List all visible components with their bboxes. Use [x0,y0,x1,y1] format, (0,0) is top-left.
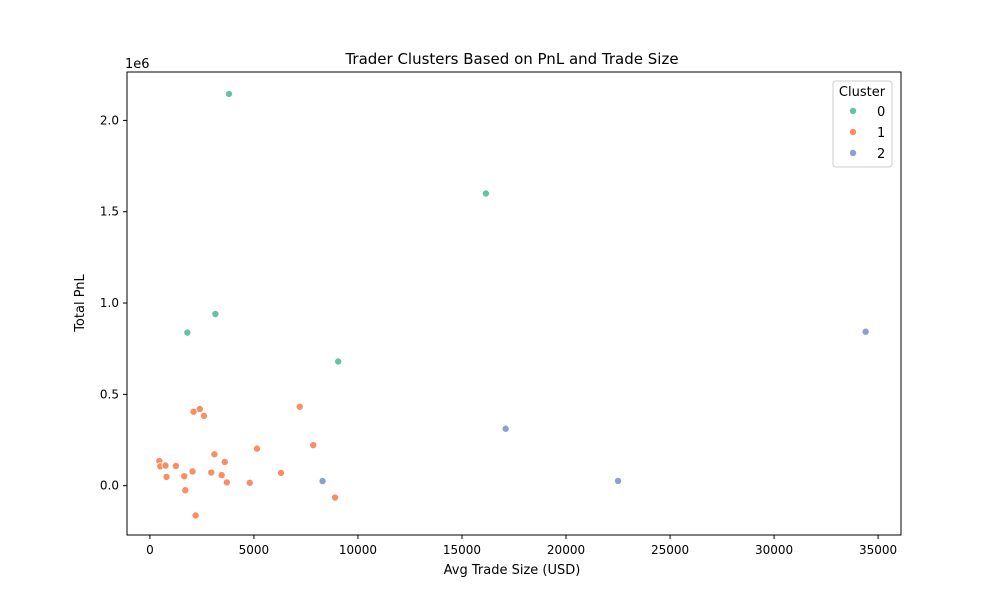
data-point-cluster-1 [222,478,231,487]
y-offset-label: 1e6 [125,57,150,72]
data-point-cluster-0 [183,328,192,337]
data-point-cluster-1 [245,478,254,487]
data-point-cluster-0 [334,357,343,366]
data-point-cluster-1 [181,486,190,495]
y-tick-label: 1.0 [100,296,119,310]
data-point-cluster-1 [210,450,219,459]
x-axis-ticks: 0 5000 10000 15000 20000 25000 30000 35000 [146,535,897,557]
data-point-cluster-0 [481,189,490,198]
data-point-cluster-2 [501,424,510,433]
y-tick-label: 0.5 [100,387,119,401]
x-tick-label: 10000 [339,543,377,557]
legend-marker [849,127,858,136]
data-point-cluster-2 [614,476,623,485]
legend: Cluster 0 1 2 [832,80,893,168]
data-point-cluster-1 [188,467,197,476]
data-point-cluster-1 [276,468,285,477]
data-point-cluster-1 [162,472,171,481]
data-point-cluster-2 [318,477,327,486]
data-point-cluster-1 [199,411,208,420]
data-point-cluster-1 [191,511,200,520]
chart-title: Trader Clusters Based on PnL and Trade S… [344,50,678,68]
y-tick-label: 1.5 [100,205,119,219]
data-point-cluster-0 [224,89,233,98]
data-point-cluster-1 [331,493,340,502]
x-tick-label: 35000 [859,543,897,557]
x-tick-label: 15000 [443,543,481,557]
x-tick-label: 20000 [547,543,585,557]
legend-label: 0 [877,105,885,120]
y-tick-label: 0.0 [100,479,119,493]
data-point-cluster-1 [207,468,216,477]
data-points [155,89,870,520]
data-point-cluster-1 [220,457,229,466]
data-point-cluster-1 [217,471,226,480]
data-point-cluster-1 [309,441,318,450]
x-tick-label: 25000 [651,543,689,557]
y-axis-label: Total PnL [73,273,88,332]
legend-marker [849,107,858,116]
data-point-cluster-1 [253,444,262,453]
data-point-cluster-2 [861,327,870,336]
x-tick-label: 5000 [239,543,270,557]
y-tick-label: 2.0 [100,113,119,127]
legend-label: 2 [877,147,885,162]
data-point-cluster-1 [180,472,189,481]
x-tick-label: 30000 [755,543,793,557]
y-axis-ticks: 0.0 0.5 1.0 1.5 2.0 [100,113,127,493]
plot-frame [126,71,902,536]
legend-items: 0 1 2 [849,105,885,162]
data-point-cluster-0 [211,310,220,319]
legend-label: 1 [877,126,885,141]
legend-marker [849,148,858,157]
x-tick-label: 0 [146,543,154,557]
data-point-cluster-1 [171,461,180,470]
legend-title: Cluster [839,85,886,100]
data-point-cluster-1 [161,461,170,470]
data-point-cluster-1 [295,402,304,411]
legend-frame [832,80,893,168]
x-axis-label: Avg Trade Size (USD) [444,563,581,578]
data-point-cluster-1 [189,407,198,416]
